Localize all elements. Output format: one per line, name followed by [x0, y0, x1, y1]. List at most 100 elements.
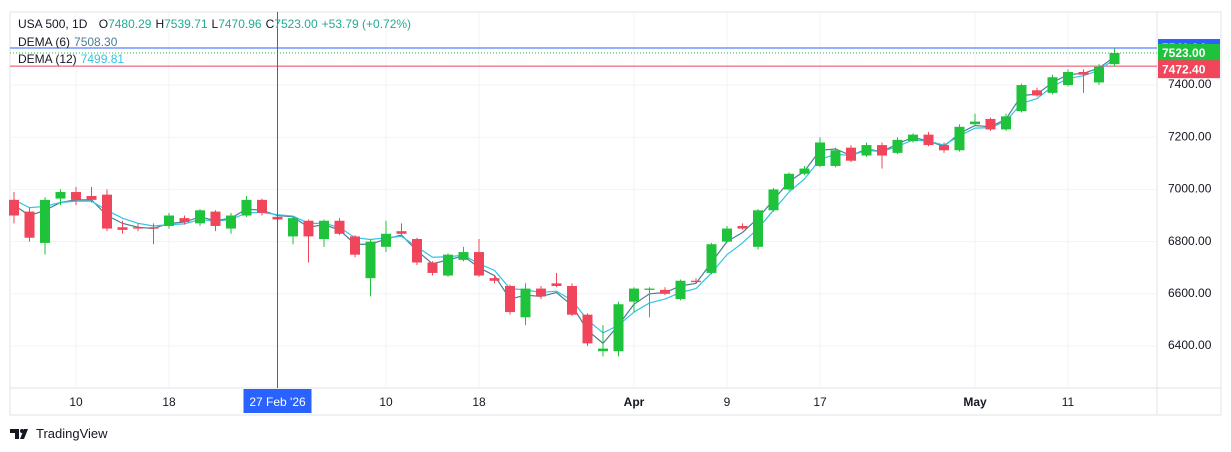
candle-body — [846, 147, 856, 161]
x-tick-label: 10 — [379, 395, 393, 409]
change: +53.79 (+0.72%) — [321, 17, 412, 31]
candle-body — [675, 280, 686, 300]
ohlc-value: 7539.71 — [164, 17, 208, 31]
symbol: USA 500, 1D — [18, 17, 88, 31]
candle-body — [365, 241, 376, 279]
candle-body — [629, 288, 639, 302]
candle-body — [55, 192, 66, 199]
candle-body — [71, 192, 81, 200]
dema-line — [13, 58, 1115, 334]
brand: TradingView — [36, 426, 108, 441]
x-tick-label: 9 — [724, 395, 731, 409]
candle-body — [381, 233, 391, 247]
y-tick-label: 6800.00 — [1168, 234, 1212, 248]
footer: TradingView — [10, 426, 108, 441]
x-tick-label: May — [963, 395, 987, 409]
y-tick-label: 6400.00 — [1168, 338, 1212, 352]
candle-body — [40, 199, 50, 243]
candle-body — [179, 218, 190, 223]
candle-body — [939, 145, 949, 151]
candle-body — [722, 228, 732, 242]
ohlc-value: 7470.96 — [218, 17, 262, 31]
candle-body — [489, 278, 500, 281]
x-tick-label: 17 — [813, 395, 827, 409]
candle-body — [582, 314, 593, 344]
candle-body — [195, 210, 205, 224]
ohlc-label: H — [155, 17, 165, 31]
candle-body — [257, 199, 267, 213]
candle-body — [784, 173, 794, 190]
candle-body — [985, 118, 996, 130]
price-label-box — [1158, 43, 1220, 62]
indicator-name: DEMA (6) — [18, 35, 71, 49]
candle-body — [892, 139, 903, 153]
candle-body — [830, 150, 841, 166]
candle-body — [86, 195, 97, 200]
candle-body — [412, 239, 422, 263]
x-tick-label: 10 — [69, 395, 83, 409]
indicator-name: DEMA (12) — [18, 52, 77, 66]
candle-body — [923, 134, 934, 146]
candle-body — [815, 142, 825, 166]
logo — [10, 428, 28, 439]
candle-body — [319, 220, 329, 240]
candle-body — [1094, 66, 1104, 83]
indicator-value: 7499.81 — [80, 52, 125, 66]
indicator-value: 7508.30 — [74, 35, 118, 49]
candle-body — [24, 211, 35, 238]
candle-body — [598, 348, 608, 352]
candle-body — [133, 227, 143, 229]
candle-body — [613, 304, 624, 352]
price-label: 7472.40 — [1162, 62, 1206, 76]
price-label: 7523.00 — [1162, 46, 1206, 60]
candle-body — [567, 285, 577, 315]
candle-body — [520, 288, 531, 318]
candle-body — [877, 145, 887, 156]
candle-body — [148, 227, 159, 229]
y-tick-label: 7200.00 — [1168, 129, 1212, 143]
candle-body — [1078, 72, 1089, 75]
x-tick-label: 18 — [472, 395, 486, 409]
candle-body — [350, 236, 360, 255]
y-tick-label: 6600.00 — [1168, 286, 1212, 300]
price-label-box — [1158, 60, 1220, 79]
candle-body — [427, 262, 438, 273]
candle-body — [443, 254, 453, 276]
plot-frame — [9, 11, 1222, 416]
ohlc-label: O — [98, 17, 109, 31]
candle-body — [768, 189, 779, 211]
candle-body — [303, 220, 314, 237]
candle-body — [9, 199, 19, 216]
crosshair-time-label: 27 Feb '26 — [249, 395, 306, 409]
candle-body — [1109, 52, 1120, 65]
ohlc-label: L — [211, 17, 219, 31]
candle-body — [1047, 77, 1058, 93]
crosshair-time-box — [243, 389, 312, 413]
indicator-legend: DEMA (12) 7499.81 — [18, 52, 128, 66]
indicator-legend: DEMA (6) 7508.30 — [18, 35, 121, 49]
candle-body — [458, 252, 469, 260]
candle-body — [644, 288, 655, 290]
candle-body — [164, 215, 174, 226]
candle-body — [102, 194, 112, 229]
ohlc-value: 7480.29 — [108, 17, 152, 31]
ohlc-label: C — [265, 17, 275, 31]
candle-body — [334, 220, 345, 234]
symbol-header: USA 500, 1D O7480.29 H7539.71 L7470.96 C752… — [18, 17, 415, 31]
x-tick-label: Apr — [624, 395, 645, 409]
x-tick-label: 18 — [162, 395, 176, 409]
candle-body — [970, 121, 980, 125]
candle-body — [474, 252, 484, 276]
candle-body — [753, 210, 763, 247]
candle-body — [241, 199, 252, 216]
candle-body — [288, 218, 298, 237]
candle-body — [505, 285, 515, 313]
candle-body — [954, 126, 965, 151]
candle-body — [551, 283, 562, 286]
candle-body — [799, 168, 810, 174]
candle-body — [691, 280, 701, 283]
candle-body — [117, 227, 128, 230]
y-tick-label: 7400.00 — [1168, 77, 1212, 91]
candle-body — [1001, 116, 1011, 130]
